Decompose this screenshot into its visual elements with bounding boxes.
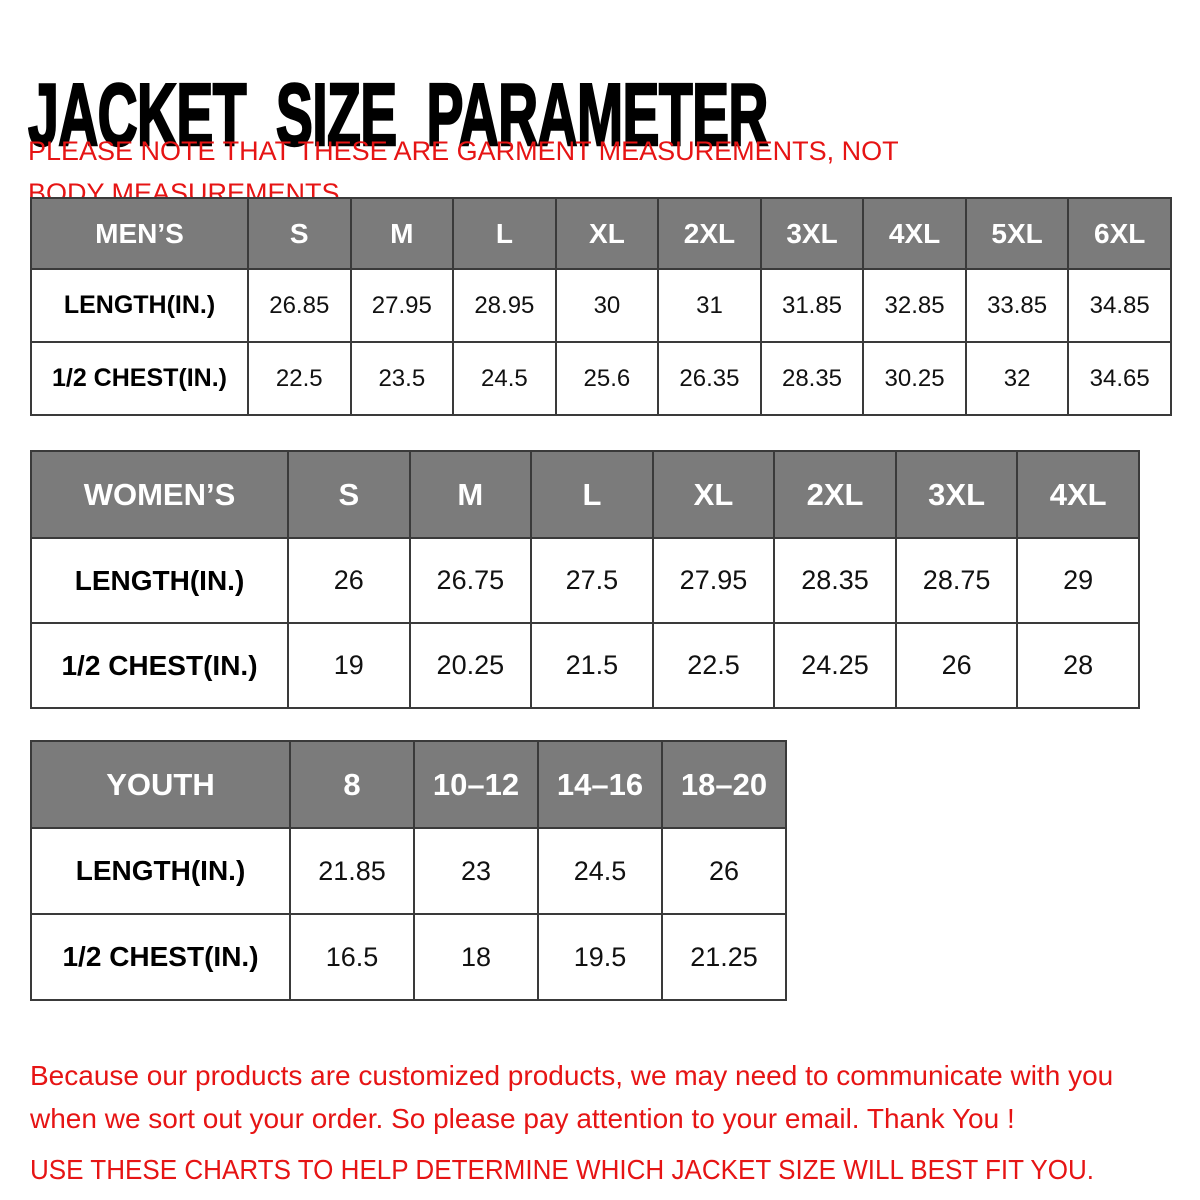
measurement-cell: 20.25 bbox=[408, 622, 533, 709]
measurement-cell: 32.85 bbox=[862, 268, 967, 343]
measurement-cell: 26 bbox=[894, 622, 1019, 709]
measurement-cell: 19 bbox=[287, 622, 411, 709]
table-group-header: MEN’S bbox=[30, 197, 249, 270]
measurement-cell: 26.85 bbox=[247, 268, 352, 343]
measurement-cell: 22.5 bbox=[651, 622, 776, 709]
measurement-cell: 21.25 bbox=[661, 913, 787, 1001]
size-column-header: 2XL bbox=[773, 450, 897, 539]
womens-size-table: WOMEN’S S M L XL 2XL 3XL 4XL LENGTH(IN.) 26 26.75 2… bbox=[30, 450, 1140, 709]
row-label: 1/2 CHEST(IN.) bbox=[30, 341, 249, 416]
size-column-header: M bbox=[408, 450, 533, 539]
measurement-cell: 24.5 bbox=[537, 827, 663, 915]
table-group-header: WOMEN’S bbox=[30, 450, 289, 539]
header-row: MEN’S S M L XL 2XL 3XL 4XL 5XL 6XL bbox=[30, 197, 1172, 270]
measurement-cell: 23.5 bbox=[349, 341, 455, 416]
fit-advice-text: USE THESE CHARTS TO HELP DETERMINE WHICH… bbox=[30, 1154, 1095, 1185]
table-row: 1/2 CHEST(IN.) 19 20.25 21.5 22.5 24.25 26 28 bbox=[30, 622, 1140, 709]
measurement-cell: 32 bbox=[964, 341, 1070, 416]
measurement-cell: 26 bbox=[661, 827, 787, 915]
youth-size-table: YOUTH 8 10–12 14–16 18–20 LENGTH(IN.) 21.85 23 2… bbox=[30, 740, 787, 1001]
measurement-cell: 27.95 bbox=[349, 268, 455, 343]
measurement-cell: 26 bbox=[287, 537, 411, 624]
size-column-header: XL bbox=[651, 450, 776, 539]
measurement-cell: 31.85 bbox=[759, 268, 865, 343]
measurement-cell: 28.75 bbox=[894, 537, 1019, 624]
row-label: 1/2 CHEST(IN.) bbox=[30, 913, 291, 1001]
size-column-header: L bbox=[530, 450, 654, 539]
size-column-header: 4XL bbox=[1016, 450, 1140, 539]
table-row: LENGTH(IN.) 21.85 23 24.5 26 bbox=[30, 827, 787, 915]
measurement-cell: 24.25 bbox=[773, 622, 897, 709]
measurement-cell: 21.85 bbox=[289, 827, 415, 915]
size-column-header: 4XL bbox=[862, 197, 967, 270]
measurement-cell: 24.5 bbox=[452, 341, 557, 416]
measurement-cell: 29 bbox=[1016, 537, 1140, 624]
table-group-header: YOUTH bbox=[30, 740, 291, 829]
size-column-header: 8 bbox=[289, 740, 415, 829]
size-column-header: 3XL bbox=[894, 450, 1019, 539]
measurement-cell: 22.5 bbox=[247, 341, 352, 416]
measurement-cell: 21.5 bbox=[530, 622, 654, 709]
table-row: 1/2 CHEST(IN.) 22.5 23.5 24.5 25.6 26.35 28.35… bbox=[30, 341, 1172, 416]
size-column-header: M bbox=[349, 197, 455, 270]
header-row: WOMEN’S S M L XL 2XL 3XL 4XL bbox=[30, 450, 1140, 539]
measurement-cell: 16.5 bbox=[289, 913, 415, 1001]
size-column-header: XL bbox=[554, 197, 660, 270]
size-column-header: 10–12 bbox=[413, 740, 539, 829]
measurement-cell: 34.85 bbox=[1067, 268, 1172, 343]
measurement-cell: 26.35 bbox=[657, 341, 762, 416]
measurement-cell: 31 bbox=[657, 268, 762, 343]
header-row: YOUTH 8 10–12 14–16 18–20 bbox=[30, 740, 787, 829]
size-column-header: 14–16 bbox=[537, 740, 663, 829]
customization-notice: Because our products are customized prod… bbox=[30, 1060, 1114, 1135]
size-column-header: L bbox=[452, 197, 557, 270]
table-row: LENGTH(IN.) 26.85 27.95 28.95 30 31 31.85 32.85… bbox=[30, 268, 1172, 343]
measurement-cell: 27.95 bbox=[651, 537, 776, 624]
measurement-cell: 28.35 bbox=[773, 537, 897, 624]
measurement-cell: 28 bbox=[1016, 622, 1140, 709]
size-column-header: 3XL bbox=[759, 197, 865, 270]
size-column-header: 5XL bbox=[964, 197, 1070, 270]
size-column-header: 2XL bbox=[657, 197, 762, 270]
size-column-header: 6XL bbox=[1067, 197, 1172, 270]
garment-measurement-note: PLEASE NOTE THAT THESE ARE GARMENT MEASU… bbox=[28, 136, 899, 208]
measurement-cell: 30 bbox=[554, 268, 660, 343]
measurement-cell: 34.65 bbox=[1067, 341, 1172, 416]
measurement-cell: 19.5 bbox=[537, 913, 663, 1001]
table-row: LENGTH(IN.) 26 26.75 27.5 27.95 28.35 28.75 29 bbox=[30, 537, 1140, 624]
table-row: 1/2 CHEST(IN.) 16.5 18 19.5 21.25 bbox=[30, 913, 787, 1001]
row-label: LENGTH(IN.) bbox=[30, 268, 249, 343]
measurement-cell: 28.95 bbox=[452, 268, 557, 343]
size-column-header: S bbox=[247, 197, 352, 270]
row-label: 1/2 CHEST(IN.) bbox=[30, 622, 289, 709]
measurement-cell: 25.6 bbox=[554, 341, 660, 416]
row-label: LENGTH(IN.) bbox=[30, 827, 291, 915]
measurement-cell: 23 bbox=[413, 827, 539, 915]
measurement-cell: 26.75 bbox=[408, 537, 533, 624]
mens-size-table: MEN’S S M L XL 2XL 3XL 4XL 5XL 6XL LENGTH(IN.) 26.8… bbox=[30, 197, 1172, 416]
measurement-cell: 27.5 bbox=[530, 537, 654, 624]
page-title: JACKET SIZE PARAMETER bbox=[27, 64, 769, 164]
row-label: LENGTH(IN.) bbox=[30, 537, 289, 624]
measurement-cell: 33.85 bbox=[964, 268, 1070, 343]
measurement-cell: 28.35 bbox=[759, 341, 865, 416]
measurement-cell: 30.25 bbox=[862, 341, 967, 416]
measurement-cell: 18 bbox=[413, 913, 539, 1001]
size-column-header: S bbox=[287, 450, 411, 539]
size-column-header: 18–20 bbox=[661, 740, 787, 829]
